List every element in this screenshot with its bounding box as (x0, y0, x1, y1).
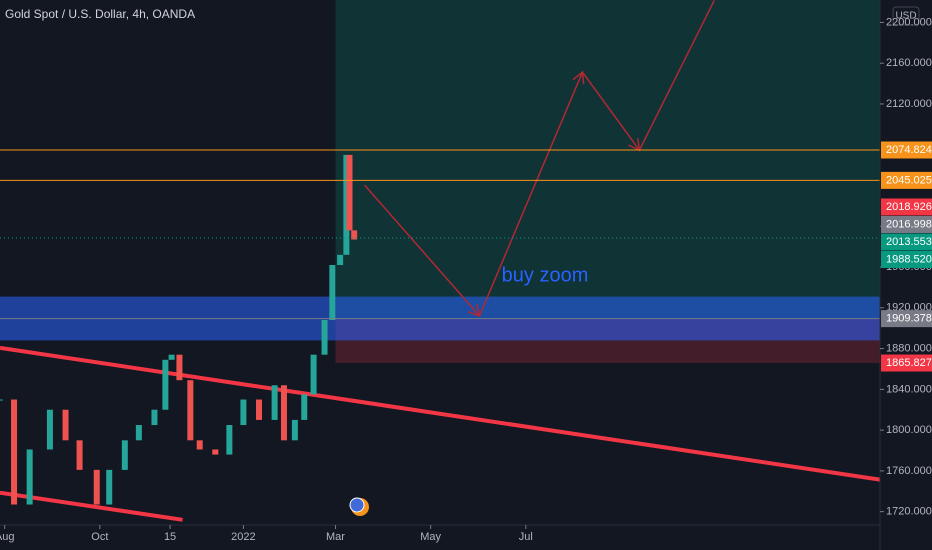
candle (46, 409, 53, 450)
candle (256, 399, 263, 420)
candle (310, 354, 317, 395)
x-tick-label: Mar (326, 531, 345, 543)
y-tick-label: 1800.000 (886, 424, 932, 436)
annotation: buy zoom (502, 264, 589, 286)
price-label: 2074.824 (886, 144, 932, 156)
candle (11, 399, 18, 505)
price-label-bg (881, 215, 932, 233)
candle (93, 469, 100, 505)
candle (162, 359, 169, 410)
candle (176, 354, 183, 381)
y-tick-label: 1880.000 (886, 342, 932, 354)
price-label: 1988.520 (886, 253, 932, 265)
candle (106, 469, 113, 505)
candle (62, 409, 69, 441)
currency: USD (895, 11, 916, 22)
candle (321, 320, 328, 355)
y-tick-label: 2120.000 (886, 98, 932, 110)
candle (301, 394, 308, 420)
price-label: 2016.998 (886, 218, 932, 230)
candle (0, 399, 3, 401)
candle (337, 254, 344, 265)
price-label: 2013.553 (886, 236, 932, 248)
y-tick-label: 1840.000 (886, 383, 932, 395)
candle (212, 449, 219, 455)
event-icon (349, 497, 365, 513)
plot-area (0, 0, 880, 522)
chart-title: Gold Spot / U.S. Dollar, 4h, OANDA (5, 7, 195, 21)
y-tick-label: 1720.000 (886, 506, 932, 518)
arrow-head (572, 70, 585, 85)
candle (187, 380, 194, 441)
target-zone (335, 0, 880, 319)
candle (26, 449, 33, 505)
candle (346, 154, 353, 231)
candle (135, 425, 142, 441)
y-tick-label: 1760.000 (886, 465, 932, 477)
candle (329, 265, 336, 321)
x-tick-label: Aug (0, 531, 14, 543)
price-label: 1909.378 (886, 313, 932, 325)
candle (271, 385, 278, 420)
price-label-bg (881, 354, 932, 372)
candle (121, 440, 128, 470)
trendline (0, 345, 880, 482)
price-label-bg (881, 141, 932, 159)
candle (76, 440, 83, 470)
candle (291, 419, 298, 441)
candle (226, 425, 233, 455)
x-tick-label: Jul (519, 531, 533, 543)
x-tick-label: 2022 (231, 531, 255, 543)
candle (151, 409, 158, 426)
candle (280, 385, 287, 441)
price-label: 2018.926 (886, 201, 932, 213)
price-label-bg (881, 171, 932, 189)
price-label-bg (881, 233, 932, 251)
candle (240, 399, 247, 426)
price-label-bg (881, 198, 932, 216)
candle (196, 440, 203, 450)
candle (168, 354, 175, 360)
price-label: 1865.827 (886, 357, 932, 369)
price-label: 2045.025 (886, 174, 932, 186)
candle (343, 154, 350, 255)
x-tick-label: Oct (91, 531, 108, 543)
x-tick-label: 15 (164, 531, 176, 543)
arrow-head (467, 303, 481, 318)
price-label-bg (881, 250, 932, 268)
candle (351, 230, 358, 240)
y-tick-label: 2160.000 (886, 57, 932, 69)
y-tick-label: 2200.000 (886, 16, 932, 28)
x-tick-label: May (420, 531, 441, 543)
currency-box[interactable] (892, 6, 920, 26)
price-label-bg (881, 310, 932, 328)
